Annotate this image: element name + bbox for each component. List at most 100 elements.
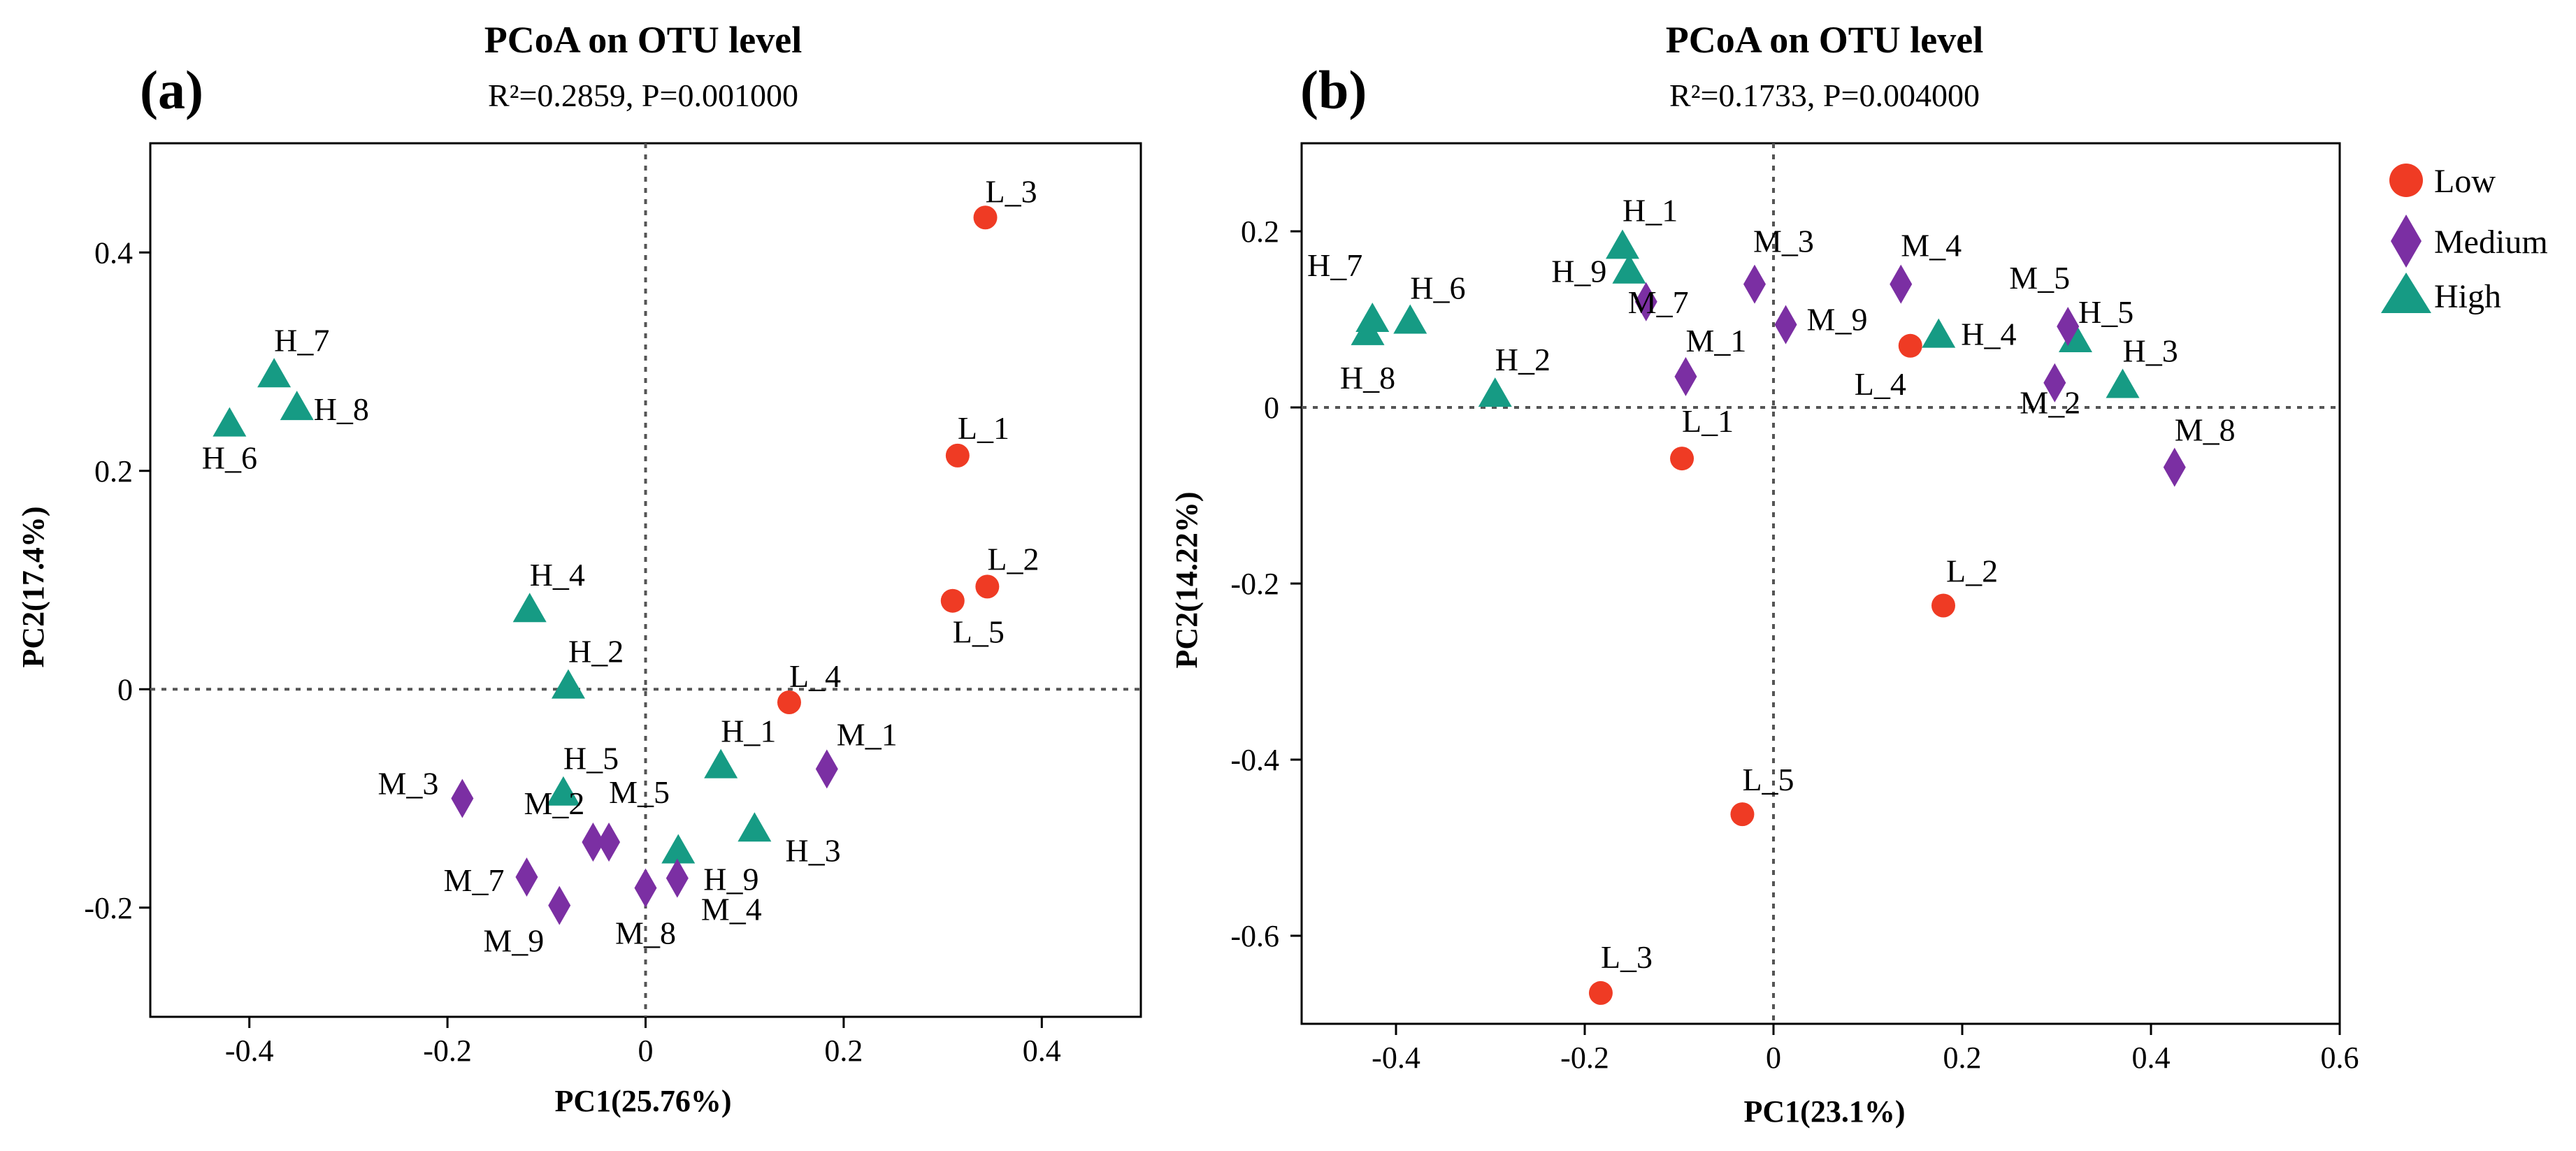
panel-b-xtick-label: 0.6 xyxy=(2321,1041,2359,1075)
panel-b: (b) PCoA on OTU level R²=0.1733, P=0.004… xyxy=(1170,19,2359,1129)
panel-a-ytick-label: 0.2 xyxy=(94,454,133,488)
panel-b-ytick-label: -0.6 xyxy=(1230,919,1279,953)
panel-b-ytick-label: 0 xyxy=(1264,391,1279,425)
panel-b-point-label: H_9 xyxy=(1551,254,1606,289)
legend-marker-low xyxy=(2389,164,2423,197)
panel-b-title: PCoA on OTU level xyxy=(1666,19,1984,61)
panel-b-point-l2 xyxy=(1931,593,1955,618)
panel-b-point-label: H_8 xyxy=(1340,360,1395,396)
panel-a-point-h8 xyxy=(280,391,314,421)
panel-a-point-label: M_1 xyxy=(837,716,898,752)
panel-b-point-label: H_6 xyxy=(1410,270,1465,306)
panel-b-xtick-label: 0.4 xyxy=(2132,1041,2171,1075)
panel-a-point-h5 xyxy=(546,776,580,806)
panel-a-xtick-label: -0.2 xyxy=(423,1034,472,1068)
panel-a-point-h9 xyxy=(661,834,696,864)
panel-a-point-label: M_3 xyxy=(377,766,438,802)
panel-b-point-label: H_2 xyxy=(1495,342,1550,377)
panel-a-point-label: M_8 xyxy=(615,915,676,951)
panel-a-point-label: L_3 xyxy=(986,173,1037,209)
panel-b-point-label: H_5 xyxy=(2078,294,2134,330)
panel-a-point-m5 xyxy=(598,823,621,862)
panel-b-point-label: L_5 xyxy=(1742,762,1794,797)
panel-b-point-label: M_3 xyxy=(1753,224,1814,259)
panel-b-point-h1 xyxy=(1606,229,1639,259)
panel-a-xtick-label: -0.4 xyxy=(225,1034,274,1068)
panel-b-point-h5 xyxy=(2059,322,2092,352)
panel-b-point-m5 xyxy=(2057,307,2080,347)
panel-a-label: (a) xyxy=(140,59,203,120)
panel-b-point-label: H_4 xyxy=(1961,317,2016,352)
panel-a-ylabel: PC2(17.4%) xyxy=(16,507,50,668)
panel-a-point-label: M_4 xyxy=(701,892,762,927)
panel-b-xtick-label: -0.4 xyxy=(1372,1041,1420,1075)
panel-a-point-h2 xyxy=(551,669,585,699)
panel-a-plot: -0.4 -0.2 0 0.2 0.4 -0.2 0 0.2 0.4 L_3 L_1 L_2 L_5 L_… xyxy=(84,142,1142,1068)
legend-marker-high xyxy=(2381,273,2431,313)
panel-b-xtick-label: -0.2 xyxy=(1560,1041,1609,1075)
panel-a-xtick-label: 0.2 xyxy=(824,1034,863,1068)
panel-b-ytick-label: -0.2 xyxy=(1230,567,1279,601)
panel-a-point-m8 xyxy=(634,868,657,908)
panel-b-point-label: M_7 xyxy=(1628,284,1689,320)
panel-b-ytick-label: -0.4 xyxy=(1230,743,1279,777)
panel-a-point-l5 xyxy=(940,588,965,613)
panel-a-point-l3 xyxy=(973,205,998,230)
panel-b-point-l3 xyxy=(1588,980,1613,1005)
panel-b-point-label: M_9 xyxy=(1807,302,1868,338)
panel-a-point-label: M_5 xyxy=(609,774,670,810)
panel-a-point-label: H_3 xyxy=(785,832,840,868)
panel-a-point-m2 xyxy=(582,823,605,862)
panel-b-point-label: M_5 xyxy=(2009,260,2070,296)
panel-a-point-m9 xyxy=(548,885,571,925)
panel-a-point-label: H_9 xyxy=(703,862,758,897)
panel-a-ytick-label: 0 xyxy=(117,672,133,707)
panel-b-point-label: L_2 xyxy=(1946,553,1998,589)
panel-a-point-m1 xyxy=(815,749,838,789)
panel-b-point-m2 xyxy=(2043,363,2066,403)
panel-b-point-m1 xyxy=(1674,356,1697,396)
panel-b-point-h8 xyxy=(1351,315,1385,345)
legend-label-low: Low xyxy=(2434,163,2496,200)
panel-b-point-m4 xyxy=(1890,264,1913,304)
panel-a-point-label: L_4 xyxy=(789,658,841,694)
panel-a-point-h4 xyxy=(512,593,547,623)
panel-b-subtitle: R²=0.1733, P=0.004000 xyxy=(1669,78,1980,113)
panel-a-point-label: H_8 xyxy=(314,391,369,427)
panel-a-point-label: H_7 xyxy=(274,322,329,358)
panel-a-point-label: M_9 xyxy=(483,923,544,959)
panel-b-point-label: M_8 xyxy=(2175,412,2236,448)
panel-a-point-label: L_2 xyxy=(987,541,1039,577)
panel-b-point-h6 xyxy=(1393,304,1427,334)
panel-b-point-label: L_4 xyxy=(1855,366,1906,402)
panel-a-point-h7 xyxy=(257,358,292,388)
panel-b-point-label: H_3 xyxy=(2123,333,2178,369)
panel-a-ytick-label: 0.4 xyxy=(94,236,133,270)
panel-b-point-m9 xyxy=(1774,305,1797,345)
panel-a-xtick-label: 0 xyxy=(638,1034,654,1068)
panel-a-xtick-label: 0.4 xyxy=(1023,1034,1061,1068)
panel-b-point-h9 xyxy=(1612,254,1646,284)
panel-b-point-label: H_7 xyxy=(1307,247,1362,283)
panel-b-point-h4 xyxy=(1922,318,1956,348)
panel-a-point-label: H_2 xyxy=(568,634,624,669)
panel-b-label: (b) xyxy=(1300,59,1367,120)
panel-b-point-label: L_3 xyxy=(1601,939,1653,975)
panel-b-point-m3 xyxy=(1743,264,1766,304)
panel-a-title: PCoA on OTU level xyxy=(484,19,803,61)
panel-a-point-label: H_4 xyxy=(530,557,585,593)
panel-b-point-label: M_1 xyxy=(1685,323,1746,359)
panel-b-ylabel: PC2(14.22%) xyxy=(1170,492,1204,669)
legend-label-high: High xyxy=(2434,278,2501,315)
panel-b-ytick-label: 0.2 xyxy=(1241,215,1279,249)
panel-a-point-m4 xyxy=(665,858,689,898)
panel-b-xtick-label: 0 xyxy=(1766,1041,1781,1075)
panel-a-point-label: H_1 xyxy=(721,714,776,749)
legend: Low Medium High xyxy=(2381,163,2548,315)
panel-b-point-h3 xyxy=(2106,368,2140,398)
panel-a-point-l1 xyxy=(945,443,970,468)
panel-b-point-label: L_1 xyxy=(1682,403,1734,439)
panel-b-point-label: M_4 xyxy=(1901,228,1962,263)
panel-a-point-m7 xyxy=(515,857,538,897)
